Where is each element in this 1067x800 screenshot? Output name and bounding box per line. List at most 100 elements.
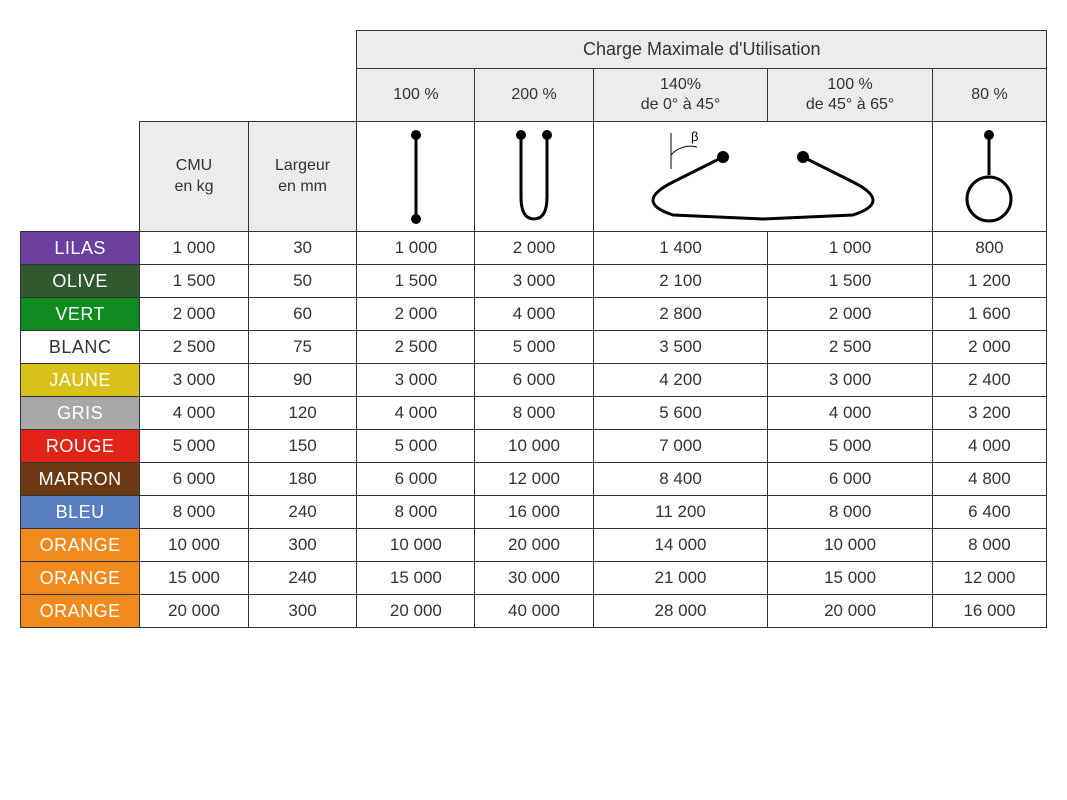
largeur-value: 150 bbox=[248, 430, 357, 463]
load-value: 5 000 bbox=[357, 430, 475, 463]
load-value: 4 000 bbox=[357, 397, 475, 430]
load-value: 8 000 bbox=[768, 496, 933, 529]
pct-header-140: 140%de 0° à 45° bbox=[593, 69, 768, 122]
load-value: 2 800 bbox=[593, 298, 768, 331]
table-row: LILAS1 000301 0002 0001 4001 000800 bbox=[21, 232, 1047, 265]
cmu-value: 2 500 bbox=[140, 331, 248, 364]
largeur-value: 240 bbox=[248, 562, 357, 595]
load-value: 40 000 bbox=[475, 595, 593, 628]
load-value: 4 800 bbox=[932, 463, 1046, 496]
load-value: 6 000 bbox=[357, 463, 475, 496]
load-value: 16 000 bbox=[475, 496, 593, 529]
color-label: JAUNE bbox=[21, 364, 140, 397]
load-value: 10 000 bbox=[768, 529, 933, 562]
load-value: 8 000 bbox=[475, 397, 593, 430]
load-value: 2 000 bbox=[768, 298, 933, 331]
color-label: ORANGE bbox=[21, 595, 140, 628]
table-row: GRIS4 0001204 0008 0005 6004 0003 200 bbox=[21, 397, 1047, 430]
cmu-value: 15 000 bbox=[140, 562, 248, 595]
load-value: 5 600 bbox=[593, 397, 768, 430]
sling-u-icon bbox=[475, 122, 593, 232]
load-value: 2 500 bbox=[768, 331, 933, 364]
color-label: BLEU bbox=[21, 496, 140, 529]
header-title: Charge Maximale d'Utilisation bbox=[357, 31, 1047, 69]
load-value: 2 000 bbox=[932, 331, 1046, 364]
load-value: 20 000 bbox=[768, 595, 933, 628]
largeur-value: 90 bbox=[248, 364, 357, 397]
load-value: 1 000 bbox=[357, 232, 475, 265]
largeur-value: 60 bbox=[248, 298, 357, 331]
cmu-value: 6 000 bbox=[140, 463, 248, 496]
largeur-value: 180 bbox=[248, 463, 357, 496]
sling-choker-icon bbox=[932, 122, 1046, 232]
color-label: BLANC bbox=[21, 331, 140, 364]
sling-basket-angle-icon: β bbox=[593, 122, 932, 232]
load-value: 4 200 bbox=[593, 364, 768, 397]
largeur-value: 300 bbox=[248, 529, 357, 562]
load-value: 15 000 bbox=[768, 562, 933, 595]
cmu-value: 5 000 bbox=[140, 430, 248, 463]
largeur-value: 50 bbox=[248, 265, 357, 298]
load-value: 28 000 bbox=[593, 595, 768, 628]
cmu-value: 3 000 bbox=[140, 364, 248, 397]
color-label: ORANGE bbox=[21, 562, 140, 595]
load-value: 3 000 bbox=[357, 364, 475, 397]
largeur-value: 300 bbox=[248, 595, 357, 628]
load-value: 1 500 bbox=[768, 265, 933, 298]
load-value: 1 000 bbox=[768, 232, 933, 265]
table-row: BLANC2 500752 5005 0003 5002 5002 000 bbox=[21, 331, 1047, 364]
color-label: OLIVE bbox=[21, 265, 140, 298]
load-value: 4 000 bbox=[932, 430, 1046, 463]
load-value: 2 000 bbox=[357, 298, 475, 331]
load-value: 6 000 bbox=[768, 463, 933, 496]
load-value: 800 bbox=[932, 232, 1046, 265]
cmu-value: 20 000 bbox=[140, 595, 248, 628]
load-value: 16 000 bbox=[932, 595, 1046, 628]
load-value: 3 000 bbox=[768, 364, 933, 397]
load-value: 1 400 bbox=[593, 232, 768, 265]
load-value: 8 000 bbox=[932, 529, 1046, 562]
cmu-value: 1 000 bbox=[140, 232, 248, 265]
header-cmu: CMUen kg bbox=[140, 122, 248, 232]
cmu-value: 10 000 bbox=[140, 529, 248, 562]
color-label: GRIS bbox=[21, 397, 140, 430]
table-row: ORANGE15 00024015 00030 00021 00015 0001… bbox=[21, 562, 1047, 595]
load-value: 6 000 bbox=[475, 364, 593, 397]
load-value: 2 100 bbox=[593, 265, 768, 298]
load-value: 2 500 bbox=[357, 331, 475, 364]
load-value: 12 000 bbox=[932, 562, 1046, 595]
load-value: 6 400 bbox=[932, 496, 1046, 529]
header-largeur: Largeuren mm bbox=[248, 122, 357, 232]
color-label: ROUGE bbox=[21, 430, 140, 463]
load-value: 11 200 bbox=[593, 496, 768, 529]
load-value: 14 000 bbox=[593, 529, 768, 562]
load-value: 4 000 bbox=[768, 397, 933, 430]
load-value: 20 000 bbox=[357, 595, 475, 628]
load-value: 30 000 bbox=[475, 562, 593, 595]
pct-header-80: 80 % bbox=[932, 69, 1046, 122]
load-value: 1 600 bbox=[932, 298, 1046, 331]
pct-header-100: 100 % bbox=[357, 69, 475, 122]
load-value: 8 400 bbox=[593, 463, 768, 496]
color-label: MARRON bbox=[21, 463, 140, 496]
load-value: 1 500 bbox=[357, 265, 475, 298]
load-value: 21 000 bbox=[593, 562, 768, 595]
table-row: ORANGE10 00030010 00020 00014 00010 0008… bbox=[21, 529, 1047, 562]
load-value: 4 000 bbox=[475, 298, 593, 331]
cmu-table: Charge Maximale d'Utilisation 100 % 200 … bbox=[20, 30, 1047, 628]
largeur-value: 240 bbox=[248, 496, 357, 529]
largeur-value: 75 bbox=[248, 331, 357, 364]
cmu-value: 2 000 bbox=[140, 298, 248, 331]
pct-header-200: 200 % bbox=[475, 69, 593, 122]
load-value: 12 000 bbox=[475, 463, 593, 496]
load-value: 15 000 bbox=[357, 562, 475, 595]
load-value: 3 500 bbox=[593, 331, 768, 364]
load-value: 5 000 bbox=[475, 331, 593, 364]
color-label: ORANGE bbox=[21, 529, 140, 562]
load-value: 7 000 bbox=[593, 430, 768, 463]
load-value: 3 200 bbox=[932, 397, 1046, 430]
largeur-value: 30 bbox=[248, 232, 357, 265]
load-value: 2 400 bbox=[932, 364, 1046, 397]
beta-label: β bbox=[691, 129, 698, 144]
table-row: MARRON6 0001806 00012 0008 4006 0004 800 bbox=[21, 463, 1047, 496]
